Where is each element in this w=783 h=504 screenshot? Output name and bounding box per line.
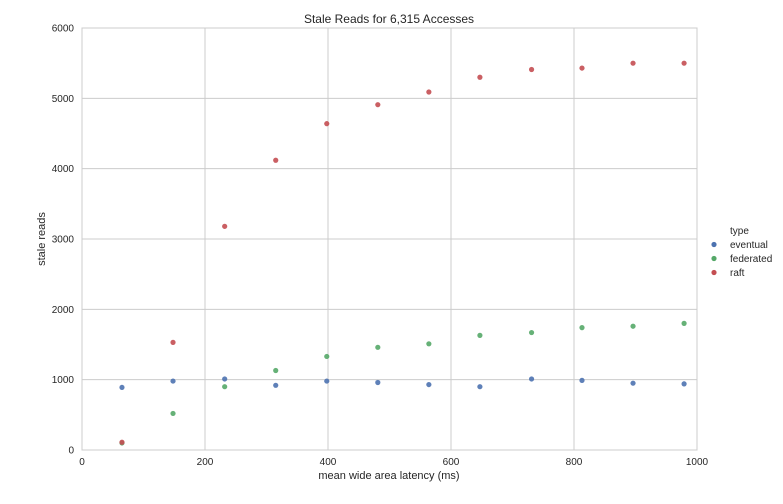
y-tick-labels: 0 1000 2000 3000 4000 5000 6000 [52, 24, 75, 457]
data-point-raft [222, 223, 228, 229]
data-point-raft [119, 439, 125, 445]
y-tick-label: 3000 [52, 235, 75, 246]
x-tick-label: 800 [566, 457, 583, 468]
data-point-federated [222, 384, 228, 390]
data-point-raft [273, 157, 279, 163]
legend-marker-federated [711, 255, 717, 262]
data-point-eventual [170, 378, 176, 384]
data-point-raft [579, 65, 585, 71]
y-tick-label: 2000 [52, 305, 75, 316]
data-point-raft [528, 66, 535, 73]
data-point-federated [375, 344, 381, 350]
y-tick-label: 0 [68, 446, 74, 457]
x-tick-label: 1000 [686, 457, 709, 468]
data-point-eventual [273, 382, 279, 388]
data-point-federated [681, 320, 687, 326]
x-tick-label: 0 [79, 457, 85, 468]
data-point-federated [273, 367, 279, 374]
data-point-federated [324, 353, 330, 360]
data-point-raft [375, 102, 381, 108]
chart-title: Stale Reads for 6,315 Accesses [304, 12, 474, 26]
legend: type eventual federated raft [711, 226, 772, 279]
data-point-federated [630, 323, 636, 329]
data-point-eventual [477, 384, 483, 390]
x-axis-label: mean wide area latency (ms) [318, 470, 459, 482]
data-point-eventual [681, 381, 687, 387]
data-point-eventual [375, 379, 381, 386]
legend-label-raft: raft [730, 268, 745, 279]
data-point-raft [426, 89, 432, 95]
data-point-raft [681, 60, 687, 66]
legend-label-federated: federated [730, 254, 772, 265]
data-point-raft [477, 74, 483, 80]
y-tick-label: 4000 [52, 164, 75, 175]
y-axis-label: stale reads [36, 212, 48, 266]
data-point-federated [170, 410, 176, 417]
grid-lines [81, 27, 698, 451]
data-point-raft [324, 121, 330, 127]
data-point-eventual [426, 381, 432, 388]
data-point-federated [477, 332, 483, 338]
x-tick-label: 600 [443, 457, 460, 468]
data-point-eventual [324, 378, 330, 384]
legend-marker-raft [711, 269, 717, 276]
data-point-raft [630, 60, 636, 66]
data-point-eventual [119, 384, 125, 391]
y-tick-label: 6000 [52, 24, 75, 35]
x-tick-label: 400 [320, 457, 337, 468]
legend-title: type [730, 226, 749, 237]
series-eventual [119, 376, 687, 391]
data-point-federated [426, 341, 432, 347]
x-tick-label: 200 [197, 457, 214, 468]
legend-marker-eventual [711, 241, 717, 248]
x-tick-labels: 0 200 400 600 800 1000 [79, 457, 708, 468]
y-tick-label: 5000 [52, 94, 75, 105]
data-point-eventual [528, 376, 535, 382]
series-raft [119, 60, 687, 445]
legend-label-eventual: eventual [730, 240, 768, 251]
data-point-eventual [579, 377, 585, 383]
data-point-eventual [222, 376, 228, 382]
data-point-federated [528, 329, 535, 336]
data-point-eventual [630, 380, 636, 386]
data-point-raft [170, 339, 176, 345]
data-points [119, 60, 687, 446]
y-tick-label: 1000 [52, 375, 75, 386]
data-point-federated [579, 325, 585, 331]
